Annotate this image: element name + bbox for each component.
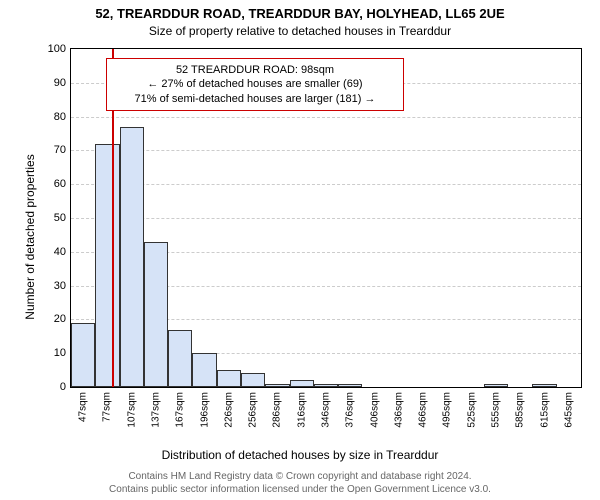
y-tick-label: 30 [36,280,66,292]
histogram-bar [95,144,119,387]
x-tick-label: 286sqm [272,392,283,428]
histogram-bar [241,373,265,387]
footer-line2: Contains public sector information licen… [0,483,600,496]
y-tick-label: 50 [36,212,66,224]
histogram-bar [71,323,95,387]
annotation-line1: 52 TREARDDUR ROAD: 98sqm [115,63,395,77]
x-tick-label: 645sqm [563,392,574,428]
x-tick-label: 495sqm [442,392,453,428]
y-tick-label: 0 [36,381,66,393]
grid-line [71,184,581,185]
footer-text: Contains HM Land Registry data © Crown c… [0,470,600,496]
y-axis-label: Number of detached properties [23,87,37,387]
grid-line [71,117,581,118]
x-tick-label: 376sqm [345,392,356,428]
x-tick-label: 47sqm [78,392,89,422]
annotation-line2: ← 27% of detached houses are smaller (69… [115,77,395,91]
x-tick-label: 525sqm [466,392,477,428]
x-tick-label: 316sqm [296,392,307,428]
chart-title-line2: Size of property relative to detached ho… [0,24,600,38]
x-tick-label: 196sqm [199,392,210,428]
annotation-box: 52 TREARDDUR ROAD: 98sqm ← 27% of detach… [106,58,404,111]
histogram-bar [532,384,556,387]
chart-container: 52, TREARDDUR ROAD, TREARDDUR BAY, HOLYH… [0,0,600,500]
x-tick-label: 555sqm [491,392,502,428]
x-tick-label: 77sqm [102,392,113,422]
x-tick-label: 256sqm [248,392,259,428]
x-tick-label: 137sqm [151,392,162,428]
histogram-bar [168,330,192,387]
annotation-line3: 71% of semi-detached houses are larger (… [115,92,395,106]
x-tick-label: 585sqm [515,392,526,428]
x-tick-label: 107sqm [126,392,137,428]
x-tick-label: 466sqm [418,392,429,428]
histogram-bar [120,127,144,387]
histogram-bar [484,384,508,387]
x-tick-label: 346sqm [321,392,332,428]
histogram-bar [144,242,168,387]
chart-title-line1: 52, TREARDDUR ROAD, TREARDDUR BAY, HOLYH… [0,6,600,21]
histogram-bar [290,380,314,387]
x-tick-label: 436sqm [393,392,404,428]
y-tick-label: 20 [36,313,66,325]
y-tick-label: 70 [36,144,66,156]
x-tick-label: 406sqm [369,392,380,428]
footer-line1: Contains HM Land Registry data © Crown c… [0,470,600,483]
grid-line [71,150,581,151]
y-tick-label: 40 [36,246,66,258]
x-tick-label: 615sqm [539,392,550,428]
y-tick-label: 100 [36,43,66,55]
y-tick-label: 80 [36,111,66,123]
histogram-bar [217,370,241,387]
grid-line [71,218,581,219]
histogram-bar [338,384,362,387]
histogram-bar [192,353,216,387]
histogram-bar [314,384,338,387]
y-tick-label: 10 [36,347,66,359]
x-axis-label: Distribution of detached houses by size … [0,448,600,462]
x-tick-label: 167sqm [175,392,186,428]
histogram-bar [265,384,289,387]
x-tick-label: 226sqm [223,392,234,428]
y-tick-label: 90 [36,77,66,89]
y-tick-label: 60 [36,178,66,190]
